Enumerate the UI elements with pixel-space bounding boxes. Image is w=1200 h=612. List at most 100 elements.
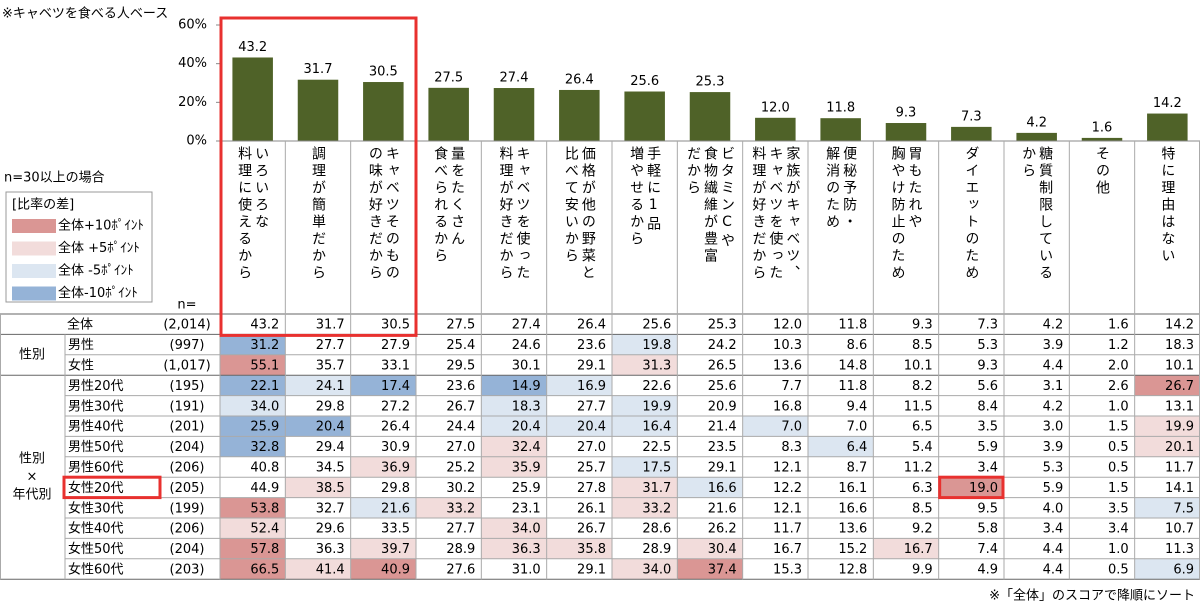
cell-value: 1.5 bbox=[1108, 420, 1129, 435]
cell-highlight bbox=[546, 538, 612, 559]
cell-value: 8.4 bbox=[977, 399, 998, 414]
cell-value: 31.0 bbox=[512, 563, 541, 578]
cell-highlight bbox=[873, 538, 939, 559]
cell-value: 25.9 bbox=[512, 481, 541, 496]
cell-highlight bbox=[285, 416, 351, 437]
cell-highlight bbox=[350, 497, 416, 518]
cell-highlight bbox=[220, 375, 286, 396]
cell-value: 66.5 bbox=[250, 563, 279, 578]
cell-highlight bbox=[938, 477, 1004, 498]
highlight-frame bbox=[938, 475, 1005, 500]
cell-value: 20.4 bbox=[577, 420, 606, 435]
cell-value: 20.9 bbox=[708, 399, 737, 414]
cell-value: 31.2 bbox=[250, 338, 279, 353]
bar bbox=[885, 123, 927, 141]
cell-highlight bbox=[1134, 497, 1200, 518]
row-label: 女性40代 bbox=[68, 521, 124, 537]
cell-value: 21.6 bbox=[381, 501, 410, 516]
cell-value: 38.5 bbox=[316, 481, 345, 496]
cell-value: 4.4 bbox=[1043, 542, 1064, 557]
cell-value: 8.3 bbox=[781, 440, 802, 455]
cell-value: 25.6 bbox=[708, 379, 737, 394]
cell-value: 27.4 bbox=[512, 318, 541, 333]
cell-value: 13.1 bbox=[1165, 399, 1194, 414]
category-label: 糖質制限している bbox=[1037, 146, 1053, 282]
cell-value: 27.2 bbox=[381, 399, 410, 414]
cell-value: 25.4 bbox=[446, 338, 475, 353]
row-n: (206) bbox=[170, 522, 205, 537]
cell-value: 34.0 bbox=[642, 563, 671, 578]
cell-value: 27.5 bbox=[446, 318, 475, 333]
cell-value: 52.4 bbox=[250, 522, 279, 537]
cell-value: 21.6 bbox=[708, 501, 737, 516]
category-label: 食べられるから bbox=[432, 145, 448, 265]
cell-value: 16.6 bbox=[838, 501, 867, 516]
cell-value: 12.8 bbox=[838, 563, 867, 578]
category-label: 家族がキャベツ、 bbox=[784, 145, 800, 282]
cell-value: 14.8 bbox=[838, 359, 867, 374]
cell-highlight bbox=[416, 497, 482, 518]
cell-value: 5.4 bbox=[912, 440, 933, 455]
cell-highlight bbox=[285, 375, 351, 396]
cell-value: 3.0 bbox=[1043, 420, 1064, 435]
cell-value: 6.5 bbox=[912, 420, 933, 435]
bar bbox=[755, 117, 796, 141]
cell-value: 27.7 bbox=[577, 399, 606, 414]
cell-value: 1.0 bbox=[1108, 399, 1129, 414]
cell-value: 7.4 bbox=[977, 542, 998, 557]
cell-value: 11.8 bbox=[838, 379, 867, 394]
cell-value: 34.5 bbox=[316, 461, 345, 476]
category-label: キャベツを使った bbox=[515, 146, 531, 282]
cell-value: 25.6 bbox=[642, 318, 671, 333]
cell-value: 29.6 bbox=[316, 522, 345, 537]
cell-value: 24.6 bbox=[512, 338, 541, 353]
cell-value: 25.9 bbox=[250, 420, 279, 435]
cell-value: 10.7 bbox=[1165, 522, 1194, 537]
bar bbox=[1147, 113, 1188, 141]
category-label: ダイエットのため bbox=[963, 146, 979, 282]
value-label: 14.2 bbox=[1153, 96, 1182, 111]
cell-value: 17.5 bbox=[642, 461, 671, 476]
row-n: (2,014) bbox=[163, 318, 210, 333]
cell-highlight bbox=[1134, 416, 1200, 437]
row-label: 男性50代 bbox=[68, 440, 124, 455]
cell-highlight bbox=[481, 538, 547, 559]
cell-value: 29.4 bbox=[316, 440, 345, 455]
cell-value: 36.3 bbox=[316, 542, 345, 557]
cell-value: 9.3 bbox=[977, 359, 998, 374]
cell-value: 26.4 bbox=[577, 318, 606, 333]
row-label: 男性20代 bbox=[68, 379, 124, 394]
category-label: 料理に使えるから bbox=[236, 146, 252, 282]
bar bbox=[624, 91, 665, 141]
cell-value: 19.9 bbox=[642, 399, 671, 414]
cell-value: 3.9 bbox=[1043, 338, 1064, 353]
highlight-frame bbox=[62, 475, 162, 500]
row-n: (199) bbox=[170, 501, 205, 516]
bar bbox=[232, 57, 273, 142]
cell-value: 3.4 bbox=[1108, 522, 1129, 537]
cell-highlight bbox=[350, 456, 416, 478]
cell-highlight bbox=[220, 395, 286, 416]
cell-value: 14.1 bbox=[1165, 481, 1194, 496]
cell-highlight bbox=[612, 354, 678, 376]
cell-value: 6.3 bbox=[912, 481, 933, 496]
cell-value: 23.5 bbox=[708, 440, 737, 455]
category-label: 料理が好きだから bbox=[750, 146, 766, 282]
cell-highlight bbox=[350, 558, 416, 580]
cell-value: 16.1 bbox=[838, 481, 867, 496]
cell-value: 12.2 bbox=[773, 481, 802, 496]
cell-value: 0.5 bbox=[1108, 461, 1129, 476]
cell-value: 10.3 bbox=[773, 338, 802, 353]
row-label: 全体 bbox=[67, 317, 93, 333]
row-n: (195) bbox=[170, 379, 205, 394]
cell-value: 25.7 bbox=[577, 461, 606, 476]
category-label: 手軽に1品 bbox=[645, 146, 661, 233]
cell-value: 3.1 bbox=[1043, 379, 1064, 394]
cell-value: 7.0 bbox=[781, 420, 802, 435]
cell-value: 33.1 bbox=[381, 359, 410, 374]
row-n: (201) bbox=[170, 420, 205, 435]
legend-swatch bbox=[12, 241, 56, 256]
category-label: だから bbox=[685, 146, 701, 197]
category-label: 増やせるから bbox=[628, 146, 644, 248]
